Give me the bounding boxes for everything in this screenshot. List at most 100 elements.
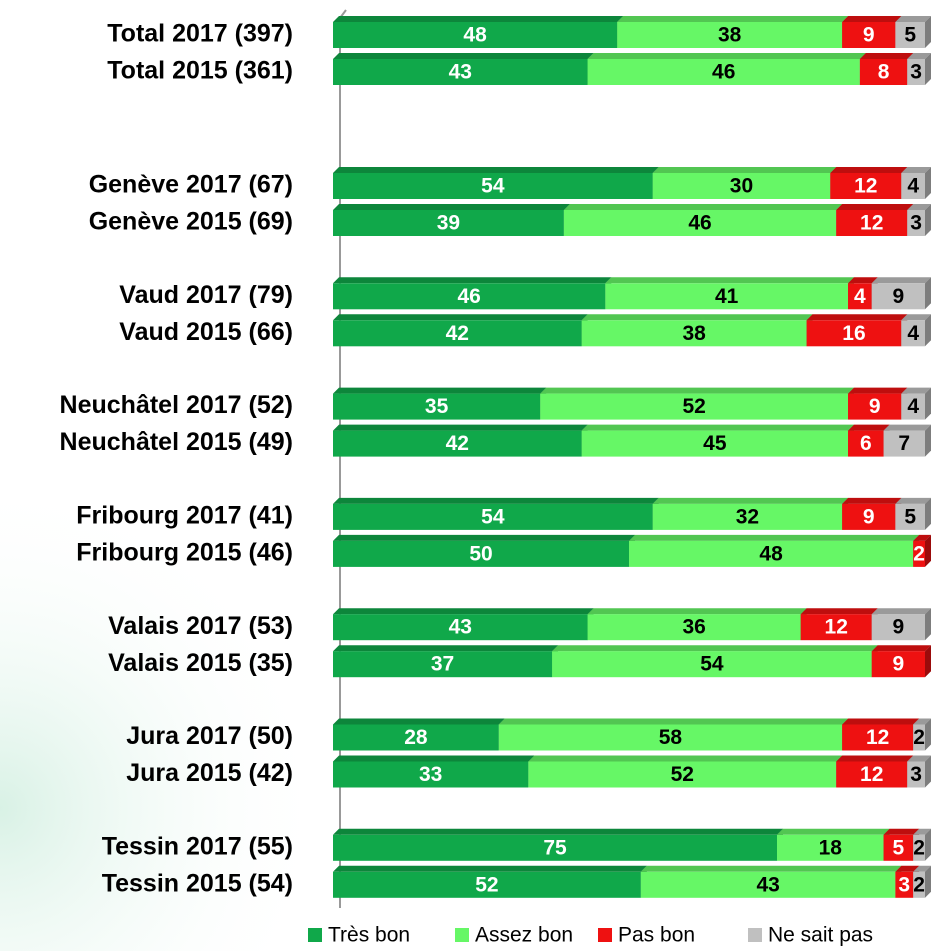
bar-segment (871, 651, 925, 678)
bar-segment (871, 283, 925, 310)
value-label: 18 (819, 836, 843, 859)
category-label: Jura 2017 (50) (126, 722, 293, 750)
bar-top (333, 277, 612, 284)
bar-top (333, 53, 594, 59)
value-label: 2 (913, 873, 925, 896)
bar-segment (333, 393, 541, 420)
category-label: Tessin 2015 (54) (102, 869, 293, 897)
bar-top (333, 534, 635, 541)
value-label: 37 (431, 653, 454, 676)
bar-segment (605, 283, 849, 310)
value-label: 54 (481, 175, 505, 198)
value-label: 38 (718, 24, 742, 47)
value-label: 43 (449, 61, 472, 84)
bar-segment (333, 724, 499, 751)
value-label: 4 (854, 285, 866, 308)
category-label: Valais 2017 (53) (108, 612, 293, 640)
value-label: 9 (863, 24, 875, 47)
bar-side (925, 534, 931, 567)
bar-side (925, 314, 931, 347)
bar-side (925, 755, 931, 788)
value-label: 2 (913, 836, 925, 859)
bar-top (333, 755, 535, 762)
bar-segment (830, 173, 902, 199)
value-label: 2 (913, 542, 925, 565)
value-label: 2 (913, 726, 925, 749)
value-label: 38 (682, 322, 706, 345)
bar-top (581, 424, 855, 431)
bar-top (836, 204, 914, 210)
bar-top (777, 828, 890, 835)
bar-top (913, 828, 931, 835)
bar-segment (540, 393, 849, 420)
legend-swatch (598, 928, 612, 942)
bar-side (925, 277, 931, 310)
bar-segment (895, 22, 925, 48)
value-label: 54 (700, 653, 724, 676)
bar-top (842, 16, 902, 22)
bar-top (901, 167, 931, 173)
bar-top (901, 314, 931, 321)
value-label: 52 (682, 395, 705, 418)
value-label: 32 (736, 505, 759, 528)
bar-side (925, 16, 931, 48)
value-label: 12 (860, 763, 883, 786)
bar-side (925, 865, 931, 898)
bar-top (563, 204, 843, 210)
bar-top (333, 204, 570, 210)
bar-top (581, 314, 813, 321)
bar-top (587, 53, 866, 59)
bar-top (913, 718, 931, 725)
bar-top (848, 277, 878, 284)
bar-side (925, 645, 931, 678)
bar-top (333, 645, 559, 652)
legend-label: Très bon (328, 924, 410, 947)
value-label: 43 (449, 616, 472, 639)
bar-top (842, 497, 902, 504)
value-label: 5 (904, 24, 916, 47)
bar-segment (333, 59, 588, 85)
value-label: 42 (446, 432, 469, 455)
bar-segment (842, 22, 896, 48)
bar-segment (901, 173, 925, 199)
bar-top (901, 387, 931, 394)
bar-top (842, 718, 920, 725)
bar-segment (333, 834, 777, 861)
category-label: Neuchâtel 2017 (52) (60, 391, 293, 419)
category-label: Tessin 2017 (55) (102, 832, 293, 860)
value-label: 58 (659, 726, 683, 749)
value-label: 12 (825, 616, 848, 639)
bar-top (333, 497, 659, 504)
bar-top (895, 865, 920, 872)
value-label: 30 (730, 175, 753, 198)
bar-segment (907, 59, 925, 85)
bar-segment (617, 22, 843, 48)
category-label: Fribourg 2015 (46) (76, 539, 293, 567)
value-label: 48 (463, 24, 487, 47)
legend-label: Ne sait pas (768, 924, 873, 947)
bar-segment (552, 651, 872, 678)
value-label: 16 (842, 322, 865, 345)
value-label: 7 (898, 432, 910, 455)
bar-side (925, 167, 931, 199)
bar-top (913, 865, 931, 872)
bar-segment (333, 320, 582, 347)
bar-top (552, 645, 878, 652)
category-label: Genève 2015 (69) (89, 208, 293, 236)
bar-top (907, 755, 931, 762)
value-label: 50 (469, 542, 492, 565)
bar-segment (333, 540, 629, 567)
bar-side (925, 424, 931, 457)
value-label: 3 (898, 873, 910, 896)
bar-top (605, 277, 855, 284)
value-label: 35 (425, 395, 449, 418)
bar-top (587, 608, 807, 615)
bar-top (907, 53, 931, 59)
bar-segment (883, 430, 925, 457)
value-label: 9 (893, 285, 905, 308)
bar-segment (629, 540, 914, 567)
legend-swatch (748, 928, 762, 942)
bar-segment (333, 761, 529, 788)
bar-segment (836, 761, 908, 788)
